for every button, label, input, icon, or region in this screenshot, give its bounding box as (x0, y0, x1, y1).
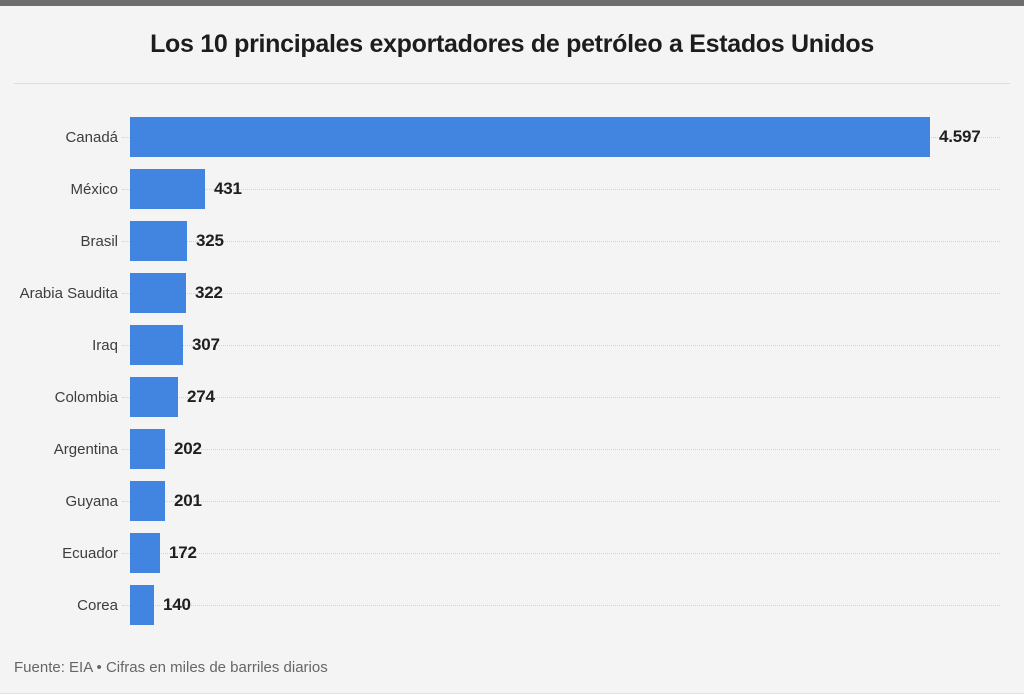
row-label: Guyana (65, 492, 118, 510)
row-gridline (122, 449, 1000, 450)
row-gridline (122, 189, 1000, 190)
row-gridline (122, 605, 1000, 606)
page-title: Los 10 principales exportadores de petró… (150, 30, 874, 58)
bar-row: Iraq 307 (0, 319, 1024, 371)
bar-row: Colombia 274 (0, 371, 1024, 423)
bar (130, 169, 205, 209)
bar-row: Canadá 4.597 (0, 111, 1024, 163)
bar-row: Arabia Saudita 322 (0, 267, 1024, 319)
bar-value: 202 (174, 439, 202, 458)
row-label: Argentina (53, 440, 118, 458)
row-gridline (122, 345, 1000, 346)
bar-track: 307 (122, 319, 1010, 371)
bar-track: 201 (122, 475, 1010, 527)
bar-row: Guyana 201 (0, 475, 1024, 527)
bar-track: 322 (122, 267, 1010, 319)
bar-row: México 431 (0, 163, 1024, 215)
row-gridline (122, 241, 1000, 242)
bar-track: 202 (122, 423, 1010, 475)
row-label: Brasil (80, 232, 118, 250)
row-label: Ecuador (62, 544, 118, 562)
bar-value: 201 (174, 491, 202, 510)
row-gridline (122, 553, 1000, 554)
bar (130, 429, 165, 469)
title-divider (14, 83, 1010, 84)
bar-track: 4.597 (122, 111, 1010, 163)
top-accent-bar (0, 0, 1024, 6)
bar-row: Corea 140 (0, 579, 1024, 631)
row-gridline (122, 501, 1000, 502)
footer-note: Fuente: EIA • Cifras en miles de barrile… (14, 659, 328, 676)
bar (130, 533, 160, 573)
bar-row: Ecuador 172 (0, 527, 1024, 579)
bar-track: 325 (122, 215, 1010, 267)
bar-chart: Canadá 4.597 México 431 Brasil 325 Arabi… (0, 111, 1024, 631)
bar-track: 274 (122, 371, 1010, 423)
row-label: Canadá (65, 128, 118, 146)
row-label: Iraq (92, 336, 118, 354)
bar-value: 322 (195, 283, 223, 302)
bar-value: 4.597 (939, 127, 981, 146)
row-gridline (122, 397, 1000, 398)
bar-value: 307 (192, 335, 220, 354)
bar-value: 274 (187, 387, 215, 406)
bar (130, 325, 183, 365)
row-label: Arabia Saudita (19, 284, 118, 302)
bar-value: 431 (214, 179, 242, 198)
bar-row: Brasil 325 (0, 215, 1024, 267)
chart-rows: Canadá 4.597 México 431 Brasil 325 Arabi… (0, 111, 1024, 631)
bar (130, 585, 154, 625)
bar-track: 172 (122, 527, 1010, 579)
bar (130, 481, 165, 521)
bar (130, 377, 178, 417)
bar-value: 172 (169, 543, 197, 562)
bar (130, 273, 186, 313)
bar-value: 325 (196, 231, 224, 250)
bar (130, 221, 187, 261)
bar-value: 140 (163, 595, 191, 614)
row-gridline (122, 293, 1000, 294)
bar-track: 140 (122, 579, 1010, 631)
row-label: Colombia (54, 388, 118, 406)
row-label: Corea (77, 596, 118, 614)
bar-row: Argentina 202 (0, 423, 1024, 475)
bar (130, 117, 930, 157)
row-label: México (70, 180, 118, 198)
bar-track: 431 (122, 163, 1010, 215)
